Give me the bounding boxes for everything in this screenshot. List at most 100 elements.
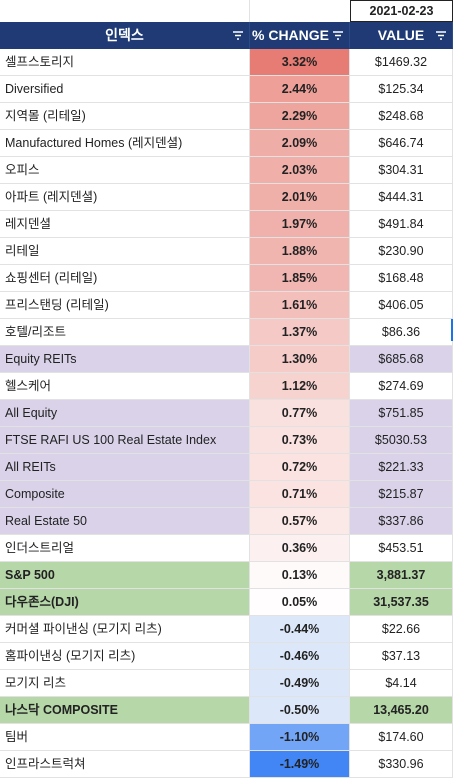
value-cell[interactable]: $1469.32 [350,49,453,76]
change-cell[interactable]: -1.10% [250,724,350,751]
filter-icon[interactable] [233,31,243,40]
table-row: 셀프스토리지 3.32% $1469.32 [0,49,453,76]
index-name-cell[interactable]: 다우존스(DJI) [0,589,250,616]
change-cell[interactable]: 0.57% [250,508,350,535]
header-change[interactable]: % CHANGE [250,22,350,49]
value-cell[interactable]: 31,537.35 [350,589,453,616]
index-name-cell[interactable]: Real Estate 50 [0,508,250,535]
value-cell[interactable]: $215.87 [350,481,453,508]
change-cell[interactable]: 0.72% [250,454,350,481]
table-row: 다우존스(DJI) 0.05% 31,537.35 [0,589,453,616]
index-name-cell[interactable]: 헬스케어 [0,373,250,400]
value-cell[interactable]: $230.90 [350,238,453,265]
change-cell[interactable]: 1.30% [250,346,350,373]
value-cell[interactable]: $646.74 [350,130,453,157]
date-cell[interactable]: 2021-02-23 [350,0,453,22]
value-cell[interactable]: $751.85 [350,400,453,427]
filter-icon[interactable] [436,31,446,40]
index-name-cell[interactable]: S&P 500 [0,562,250,589]
empty-cell[interactable] [250,0,350,22]
change-cell[interactable]: 2.03% [250,157,350,184]
table-row: 헬스케어 1.12% $274.69 [0,373,453,400]
index-name-cell[interactable]: 쇼핑센터 (리테일) [0,265,250,292]
change-cell[interactable]: -1.49% [250,751,350,778]
table-row: Diversified 2.44% $125.34 [0,76,453,103]
change-cell[interactable]: -0.50% [250,697,350,724]
value-cell[interactable]: $337.86 [350,508,453,535]
change-cell[interactable]: -0.49% [250,670,350,697]
change-cell[interactable]: 1.85% [250,265,350,292]
change-cell[interactable]: 0.77% [250,400,350,427]
index-name-cell[interactable]: 지역몰 (리테일) [0,103,250,130]
index-name-cell[interactable]: FTSE RAFI US 100 Real Estate Index [0,427,250,454]
index-name-cell[interactable]: 셀프스토리지 [0,49,250,76]
header-index[interactable]: 인덱스 [0,22,250,49]
value-cell[interactable]: $491.84 [350,211,453,238]
index-name-cell[interactable]: 레지덴셜 [0,211,250,238]
value-cell[interactable]: $274.69 [350,373,453,400]
value-cell[interactable]: $453.51 [350,535,453,562]
change-cell[interactable]: 0.73% [250,427,350,454]
index-name-cell[interactable]: Composite [0,481,250,508]
index-name-cell[interactable]: 오피스 [0,157,250,184]
value-cell[interactable]: $685.68 [350,346,453,373]
index-name-cell[interactable]: 인프라스트럭쳐 [0,751,250,778]
change-cell[interactable]: 0.05% [250,589,350,616]
index-name-cell[interactable]: 커머셜 파이낸싱 (모기지 리츠) [0,616,250,643]
change-cell[interactable]: 1.88% [250,238,350,265]
change-cell[interactable]: 1.12% [250,373,350,400]
table-row: 오피스 2.03% $304.31 [0,157,453,184]
table-row: 인프라스트럭쳐 -1.49% $330.96 [0,751,453,778]
index-name-cell[interactable]: 호텔/리조트 [0,319,250,346]
index-name-cell[interactable]: Diversified [0,76,250,103]
index-name-cell[interactable]: 리테일 [0,238,250,265]
index-name-cell[interactable]: Equity REITs [0,346,250,373]
index-name-cell[interactable]: All REITs [0,454,250,481]
change-cell[interactable]: 2.29% [250,103,350,130]
header-value[interactable]: VALUE [350,22,453,49]
value-cell[interactable]: $406.05 [350,292,453,319]
change-cell[interactable]: 1.37% [250,319,350,346]
value-cell[interactable]: $304.31 [350,157,453,184]
value-cell[interactable]: $168.48 [350,265,453,292]
value-cell[interactable]: $444.31 [350,184,453,211]
value-cell[interactable]: $37.13 [350,643,453,670]
change-cell[interactable]: 1.97% [250,211,350,238]
change-cell[interactable]: 2.09% [250,130,350,157]
change-cell[interactable]: 3.32% [250,49,350,76]
header-change-label: % CHANGE [252,27,330,43]
value-cell[interactable]: 3,881.37 [350,562,453,589]
change-cell[interactable]: 2.44% [250,76,350,103]
index-name-cell[interactable]: 홈파이낸싱 (모기지 리츠) [0,643,250,670]
header-value-label: VALUE [377,27,425,43]
value-cell[interactable]: $86.36 [350,319,453,346]
index-name-cell[interactable]: 나스닥 COMPOSITE [0,697,250,724]
change-cell[interactable]: 1.61% [250,292,350,319]
change-cell[interactable]: 0.71% [250,481,350,508]
value-cell[interactable]: $125.34 [350,76,453,103]
table-row: 모기지 리츠 -0.49% $4.14 [0,670,453,697]
value-cell[interactable]: $174.60 [350,724,453,751]
change-cell[interactable]: -0.44% [250,616,350,643]
value-cell[interactable]: $221.33 [350,454,453,481]
change-cell[interactable]: -0.46% [250,643,350,670]
header-index-label: 인덱스 [105,27,144,43]
change-cell[interactable]: 0.13% [250,562,350,589]
value-cell[interactable]: $330.96 [350,751,453,778]
index-name-cell[interactable]: All Equity [0,400,250,427]
index-name-cell[interactable]: Manufactured Homes (레지덴셜) [0,130,250,157]
index-name-cell[interactable]: 인더스트리얼 [0,535,250,562]
filter-icon[interactable] [333,31,343,40]
change-cell[interactable]: 0.36% [250,535,350,562]
change-cell[interactable]: 2.01% [250,184,350,211]
value-cell[interactable]: $4.14 [350,670,453,697]
index-name-cell[interactable]: 팀버 [0,724,250,751]
empty-cell[interactable] [0,0,250,22]
index-name-cell[interactable]: 프리스탠딩 (리테일) [0,292,250,319]
value-cell[interactable]: $5030.53 [350,427,453,454]
value-cell[interactable]: $248.68 [350,103,453,130]
value-cell[interactable]: $22.66 [350,616,453,643]
index-name-cell[interactable]: 모기지 리츠 [0,670,250,697]
index-name-cell[interactable]: 아파트 (레지덴셜) [0,184,250,211]
value-cell[interactable]: 13,465.20 [350,697,453,724]
